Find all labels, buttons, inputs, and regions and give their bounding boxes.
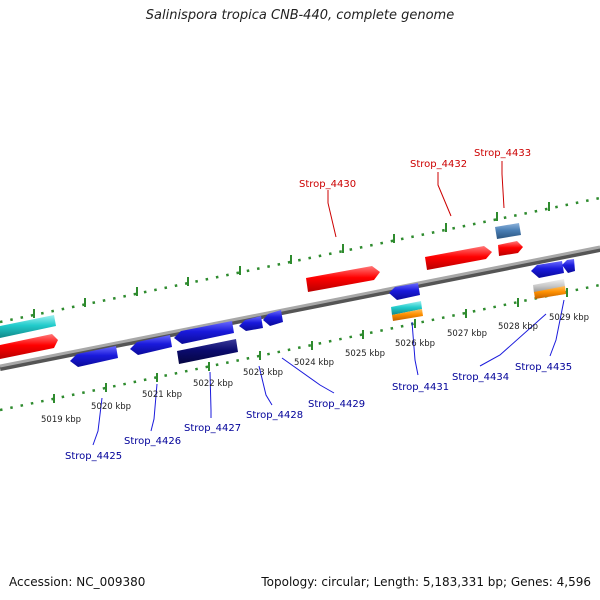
- gene-label-strop-4425[interactable]: Strop_4425: [65, 451, 122, 462]
- gene-strop-4433-steel[interactable]: [495, 223, 521, 239]
- tick-label: 5019 kbp: [41, 415, 81, 425]
- gene-label-strop-4426[interactable]: Strop_4426: [124, 436, 181, 447]
- gene-label-strop-4428[interactable]: Strop_4428: [246, 410, 303, 421]
- gene-red-left[interactable]: [0, 334, 58, 359]
- gene-strop-4429[interactable]: [263, 310, 283, 326]
- gene-label-strop-4429[interactable]: Strop_4429: [308, 399, 365, 410]
- gene-strop-4425[interactable]: [70, 346, 118, 367]
- tick-label: 5024 kbp: [294, 358, 334, 368]
- gene-strop-4431-blue[interactable]: [389, 283, 420, 300]
- tick-label: 5020 kbp: [91, 402, 131, 412]
- gene-label-strop-4435[interactable]: Strop_4435: [515, 362, 572, 373]
- gene-label-strop-4433[interactable]: Strop_4433: [474, 148, 531, 159]
- upper-ruler-ticks: [33, 202, 550, 318]
- gene-strop-4427-upper[interactable]: [174, 321, 234, 344]
- tick-label: 5025 kbp: [345, 349, 385, 359]
- gene-strop-4430[interactable]: [306, 266, 380, 292]
- gene-strop-4426[interactable]: [130, 335, 172, 355]
- gene-label-strop-4434[interactable]: Strop_4434: [452, 372, 509, 383]
- forward-leader-lines: [327, 161, 505, 238]
- upper-ruler-line: [0, 196, 600, 324]
- gene-label-strop-4432[interactable]: Strop_4432: [410, 159, 467, 170]
- tick-label: 5029 kbp: [549, 313, 589, 323]
- tick-label: 5022 kbp: [193, 379, 233, 389]
- forward-genes: [0, 223, 523, 359]
- genome-backbone: [0, 245, 600, 368]
- map-title: Salinispora tropica CNB-440, complete ge…: [145, 8, 455, 23]
- reverse-genes: [70, 259, 575, 367]
- tick-labels: 5019 kbp 5020 kbp 5021 kbp 5022 kbp 5023…: [41, 313, 589, 425]
- tick-label: 5021 kbp: [142, 390, 182, 400]
- tick-label: 5027 kbp: [447, 329, 487, 339]
- gene-label-strop-4430[interactable]: Strop_4430: [299, 179, 356, 190]
- tick-label: 5023 kbp: [243, 368, 283, 378]
- gene-strop-4434-small[interactable]: [562, 259, 575, 273]
- tick-label: 5026 kbp: [395, 339, 435, 349]
- gene-strop-4427[interactable]: [177, 339, 238, 364]
- reverse-gene-labels: Strop_4425 Strop_4426 Strop_4427 Strop_4…: [65, 362, 572, 462]
- reverse-leader-lines: [92, 299, 565, 446]
- tick-label: 5028 kbp: [498, 322, 538, 332]
- gene-label-strop-4431[interactable]: Strop_4431: [392, 382, 449, 393]
- gene-label-strop-4427[interactable]: Strop_4427: [184, 423, 241, 434]
- gene-strop-4431-orange[interactable]: [392, 309, 423, 321]
- gene-strop-4431-cyan[interactable]: [391, 301, 422, 315]
- genome-stats-label: Topology: circular; Length: 5,183,331 bp…: [261, 575, 591, 589]
- gene-strop-4433-red[interactable]: [498, 241, 523, 256]
- gene-strop-4435-silver[interactable]: [533, 279, 565, 293]
- gene-cyan-left[interactable]: [0, 315, 56, 338]
- accession-label: Accession: NC_009380: [9, 575, 146, 589]
- gene-strop-4434-blue[interactable]: [531, 261, 564, 278]
- lower-ruler-ticks: [53, 288, 568, 403]
- lower-ruler-line: [0, 283, 600, 412]
- gene-strop-4432[interactable]: [425, 246, 492, 270]
- gene-strop-4428[interactable]: [239, 316, 263, 331]
- gene-strop-4435-orange[interactable]: [534, 286, 566, 299]
- forward-gene-labels: Strop_4430 Strop_4432 Strop_4433: [299, 148, 531, 190]
- genome-backbone-shadow: [0, 246, 600, 371]
